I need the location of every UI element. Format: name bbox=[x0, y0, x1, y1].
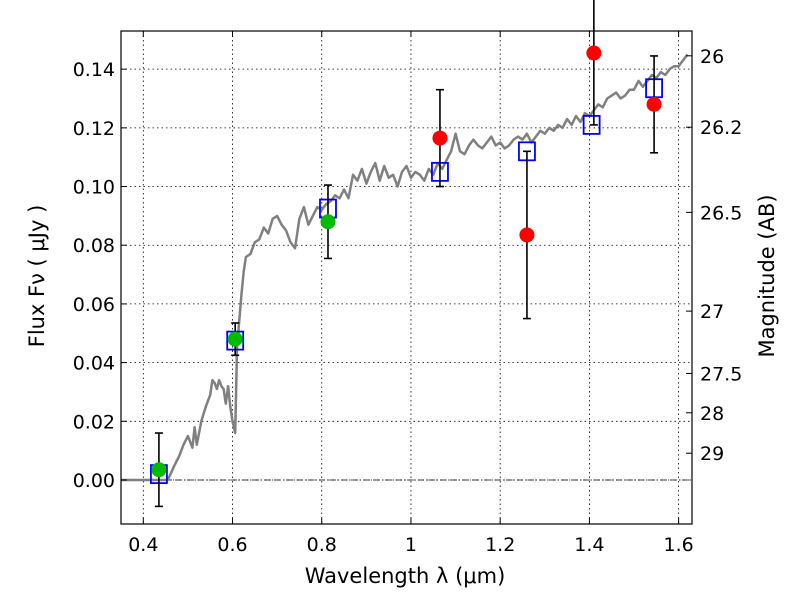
y2-tick-label: 27 bbox=[700, 301, 724, 323]
x-tick-label: 0.8 bbox=[307, 534, 337, 556]
y2-tick-label: 28 bbox=[700, 403, 724, 425]
x-axis-label: Wavelength λ (μm) bbox=[305, 564, 506, 588]
red-data-point bbox=[646, 96, 662, 112]
x-ticks: 0.4 0.6 0.8 1 1.2 1.4 1.6 bbox=[128, 31, 694, 556]
x-tick-label: 1.4 bbox=[574, 534, 604, 556]
model-photometry bbox=[150, 78, 663, 485]
model-square bbox=[582, 115, 601, 135]
y2-tick-label: 26.5 bbox=[700, 202, 742, 224]
red-data-point bbox=[519, 227, 535, 243]
model-spectrum bbox=[121, 53, 689, 482]
red-data-point bbox=[432, 130, 448, 146]
observed-points bbox=[151, 45, 662, 478]
plot-frame bbox=[120, 30, 693, 525]
y-tick-label: 0.14 bbox=[73, 59, 115, 81]
x-tick-label: 0.6 bbox=[217, 534, 247, 556]
y2-ticks: 26 26.2 26.5 27 27.5 28 29 bbox=[686, 46, 742, 465]
red-data-point bbox=[586, 45, 602, 61]
x-tick-label: 1.2 bbox=[485, 534, 515, 556]
x-tick-label: 0.4 bbox=[128, 534, 158, 556]
y-tick-label: 0.08 bbox=[73, 235, 115, 257]
grid bbox=[121, 31, 692, 524]
x-tick-label: 1 bbox=[405, 534, 417, 556]
green-data-point bbox=[151, 462, 167, 478]
y-tick-label: 0.06 bbox=[73, 294, 115, 316]
y2-tick-label: 26 bbox=[700, 46, 724, 68]
green-data-point bbox=[320, 214, 336, 230]
spectrum-line bbox=[121, 53, 689, 482]
y2-tick-label: 29 bbox=[700, 443, 724, 465]
error-bars bbox=[154, 0, 659, 508]
y-tick-label: 0.12 bbox=[73, 118, 115, 140]
y-tick-label: 0.10 bbox=[73, 177, 115, 199]
green-data-point bbox=[227, 331, 243, 347]
y2-tick-label: 26.2 bbox=[700, 117, 742, 139]
y-tick-label: 0.00 bbox=[73, 470, 115, 492]
y-axis-label: Flux Fν ( μJy ) bbox=[25, 205, 49, 348]
y-ticks: 0.00 0.02 0.04 0.06 0.08 0.10 0.12 0.14 bbox=[73, 59, 127, 492]
y2-axis-label: Magnitude (AB) bbox=[755, 194, 779, 357]
y-tick-label: 0.04 bbox=[73, 353, 115, 375]
y-tick-label: 0.02 bbox=[73, 411, 115, 433]
x-tick-label: 1.6 bbox=[664, 534, 694, 556]
y2-tick-label: 27.5 bbox=[700, 363, 742, 385]
